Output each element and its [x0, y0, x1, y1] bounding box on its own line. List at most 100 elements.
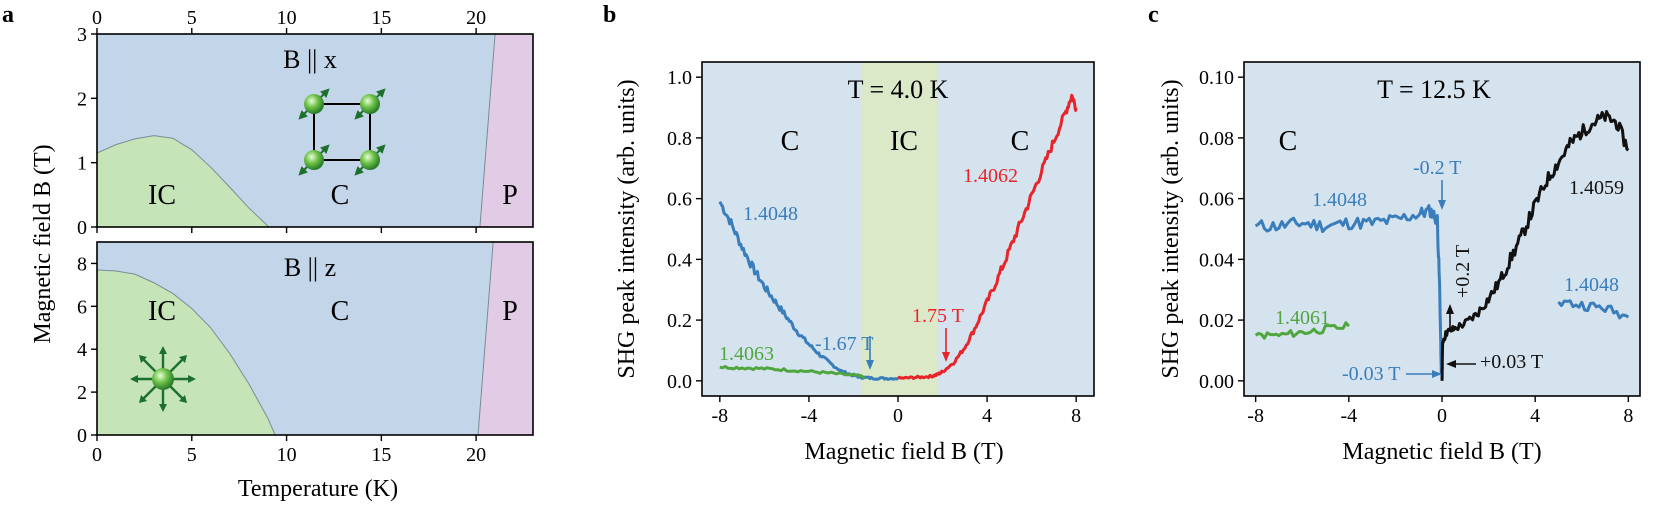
panel-a-bottom: 0 5 10 15 20 0 2 4 6 8 B || z IC C P [77, 241, 534, 466]
y-tick-label: 0.8 [667, 128, 692, 150]
series-line-blue-0 [1254, 204, 1443, 375]
series-line-red-2 [897, 93, 1078, 380]
x-tick-label: 0 [92, 7, 102, 29]
panel-b: -8 -4 0 4 8 0.0 0.2 0.4 0.6 0.8 1.0 T = 4.0 K C IC… [667, 61, 1095, 427]
panel-c: -8 -4 0 4 8 0.00 0.02 0.04 0.06 0.08 0.10 T = 12.5… [1199, 61, 1641, 427]
y-tick-label: 0.10 [1199, 67, 1234, 89]
x-axis-label: Magnetic field B (T) [804, 439, 1003, 465]
x-tick-label: 8 [1071, 405, 1081, 427]
phase-label-C-right: C [1011, 126, 1030, 157]
y-tick-label: 2 [77, 382, 87, 404]
series-line-black-2 [1440, 110, 1630, 381]
series-label-red: 1.4062 [963, 165, 1018, 187]
series-lines [718, 93, 1078, 381]
x-tick-label: 0 [92, 444, 102, 466]
spin-star-icon [130, 346, 196, 412]
x-tick-label: -8 [1247, 405, 1264, 427]
x-tick-label: -4 [801, 405, 818, 427]
y-tick-label: 1 [77, 153, 87, 175]
y-tick-label: 0.08 [1199, 128, 1234, 150]
x-tick-label: 20 [466, 7, 486, 29]
series-line-green-1 [1254, 321, 1350, 340]
x-tick-label: 10 [277, 444, 297, 466]
x-tick-label: 10 [277, 7, 297, 29]
series-label-blue: 1.4048 [1312, 189, 1367, 211]
annotation-plus-0-03: +0.03 T [1480, 351, 1543, 373]
axis-ticks: -8 -4 0 4 8 0.0 0.2 0.4 0.6 0.8 1.0 [667, 67, 1081, 427]
y-tick-label: 6 [77, 296, 87, 318]
x-tick-label: 0 [1437, 405, 1447, 427]
x-tick-label: 15 [371, 444, 391, 466]
x-tick-label: 8 [1623, 405, 1633, 427]
x-tick-label: 4 [1530, 405, 1540, 427]
series-label-blue: 1.4048 [743, 203, 798, 225]
y-tick-label: 0.04 [1199, 249, 1234, 271]
y-tick-label: 0 [77, 425, 87, 447]
phase-label-C-left: C [781, 126, 800, 157]
y-tick-label: 3 [77, 24, 87, 46]
panel-letter-c: c [1148, 2, 1159, 28]
series-label-green: 1.4061 [1275, 307, 1330, 329]
region-label-IC: IC [148, 180, 176, 211]
panel-letter-a: a [2, 2, 14, 28]
x-tick-label: -8 [711, 405, 728, 427]
series-line-green-1 [719, 365, 866, 379]
x-tick-label: 15 [371, 7, 391, 29]
series-label-blue-right: 1.4048 [1564, 274, 1619, 296]
series-label-green: 1.4063 [719, 343, 774, 365]
chart-title: T = 12.5 K [1377, 75, 1491, 104]
axis-ticks: 0 5 10 15 20 0 2 4 6 8 [77, 253, 486, 466]
series-label-black: 1.4059 [1569, 177, 1624, 199]
annotation-minus-0-2: -0.2 T [1413, 157, 1462, 179]
y-tick-label: 0 [77, 217, 87, 239]
transition-arrow-icons [1406, 180, 1476, 378]
phase-label-IC: IC [890, 126, 918, 157]
series-lines [1254, 110, 1630, 381]
region-label-IC: IC [148, 296, 176, 327]
annotation-neg: -1.67 T [815, 333, 874, 355]
ic-phase-band [860, 62, 937, 396]
y-tick-label: 0.00 [1199, 371, 1234, 393]
annotation-plus-0-2: +0.2 T [1452, 245, 1474, 298]
y-tick-label: 4 [77, 339, 87, 361]
region-label-P: P [502, 180, 518, 211]
x-axis-label: Temperature (K) [238, 476, 398, 502]
annotation-minus-0-03: -0.03 T [1342, 363, 1401, 385]
y-tick-label: 0.06 [1199, 189, 1234, 211]
spin-structure-icon [298, 88, 386, 176]
plot-frame [96, 241, 534, 436]
x-tick-label: -4 [1340, 405, 1357, 427]
chart-title: T = 4.0 K [848, 75, 949, 104]
y-tick-label: 0.02 [1199, 310, 1234, 332]
y-tick-label: 0.0 [667, 371, 692, 393]
region-label-P: P [502, 296, 518, 327]
phase-region-IC [96, 135, 269, 228]
region-label-C: C [331, 296, 350, 327]
series-line-blue-3 [1557, 299, 1630, 320]
panel-a-top: 0 5 10 15 20 0 1 2 3 B || x IC C P [77, 7, 534, 239]
x-tick-label: 20 [466, 444, 486, 466]
x-axis-label: Magnetic field B (T) [1342, 439, 1541, 465]
y-tick-label: 0.6 [667, 189, 692, 211]
y-tick-label: 0.2 [667, 310, 692, 332]
region-label-C: C [331, 180, 350, 211]
phase-label-C: C [1279, 126, 1298, 157]
transition-arrow-icons [866, 328, 950, 370]
plot-frame [96, 33, 534, 228]
x-tick-label: 5 [187, 7, 197, 29]
y-axis-label: SHG peak intensity (arb. units) [1158, 79, 1184, 378]
y-tick-label: 8 [77, 253, 87, 275]
field-direction-label: B || x [283, 45, 337, 74]
y-axis-label: Magnetic field B (T) [30, 144, 56, 343]
axis-ticks: -8 -4 0 4 8 0.00 0.02 0.04 0.06 0.08 0.10 [1199, 67, 1633, 427]
axis-ticks: 0 5 10 15 20 0 1 2 3 [77, 7, 486, 239]
field-direction-label: B || z [284, 253, 336, 282]
y-tick-label: 0.4 [667, 249, 692, 271]
x-tick-label: 4 [982, 405, 992, 427]
y-tick-label: 2 [77, 88, 87, 110]
y-axis-label: SHG peak intensity (arb. units) [614, 79, 640, 378]
y-tick-label: 1.0 [667, 67, 692, 89]
x-tick-label: 5 [187, 444, 197, 466]
annotation-pos: 1.75 T [912, 305, 964, 327]
